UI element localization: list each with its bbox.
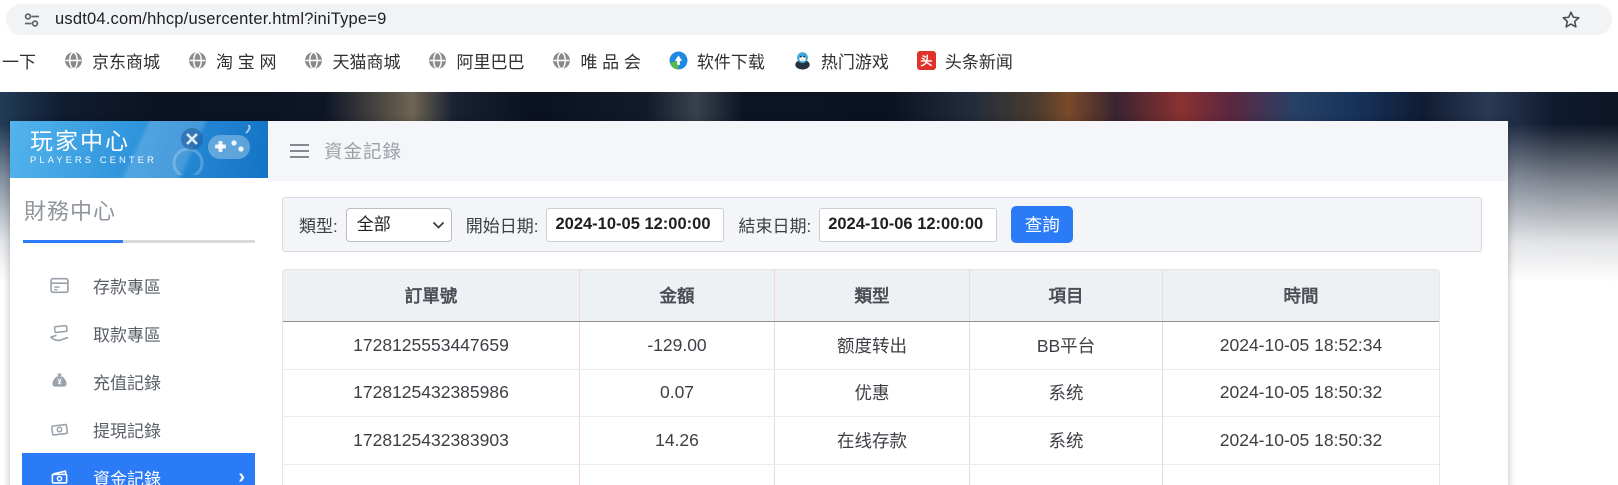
sidebar: 玩家中心 PLAYERS CENTER 財務中心 xyxy=(10,121,268,485)
cell-time: 2024-10-05 18:52:34 xyxy=(1219,334,1383,355)
bookmark-label: 阿里巴巴 xyxy=(456,52,525,72)
sidebar-item-recharge-records[interactable]: ¥ 充值記錄 xyxy=(22,357,255,405)
sidebar-item-label: 資金記錄 xyxy=(93,469,161,485)
cell-project: 系统 xyxy=(970,417,1163,464)
money-bag-icon: ¥ xyxy=(52,373,67,387)
main-header: 資金記錄 xyxy=(268,121,1508,181)
content-container: 玩家中心 PLAYERS CENTER 財務中心 xyxy=(10,121,1508,485)
page-title: 資金記錄 xyxy=(324,141,403,162)
bookmark-item[interactable]: 一下 xyxy=(0,48,50,73)
header-project: 項目 xyxy=(970,270,1163,321)
bookmark-star-icon[interactable] xyxy=(1560,9,1582,31)
globe-icon xyxy=(64,51,83,70)
toutiao-news-icon: 头 xyxy=(916,50,936,70)
header-amount: 金額 xyxy=(580,270,775,321)
sidebar-menu: 存款專區 取款專區 ¥ 充值記錄 xyxy=(22,261,255,485)
sidebar-item-withdrawal-records[interactable]: 提現記錄 xyxy=(22,405,255,453)
table-row: 1728125432385986 0.07 优惠 系统 2024-10-05 1… xyxy=(283,369,1439,417)
cell-project: 系统 xyxy=(970,369,1163,416)
penguin-games-icon xyxy=(793,51,812,70)
bookmark-label: 京东商城 xyxy=(92,52,160,72)
cell-type: 在线存款 xyxy=(775,417,970,464)
cell-type: 额度转出 xyxy=(775,322,970,369)
cell-time: 2024-10-05 18:50:32 xyxy=(1219,429,1383,450)
sidebar-item-label: 提現記錄 xyxy=(93,421,161,441)
header-order-id: 訂單號 xyxy=(283,270,580,321)
bookmark-item[interactable]: 热门游戏 xyxy=(779,48,903,73)
chevron-right-icon: › xyxy=(238,466,245,485)
software-download-icon xyxy=(669,51,688,70)
bookmark-label: 头条新闻 xyxy=(944,52,1013,72)
cell-amount: 0.07 xyxy=(580,369,775,416)
header-time: 時間 xyxy=(1283,286,1319,306)
bookmark-label: 淘 宝 网 xyxy=(216,52,277,72)
gamepad-icon xyxy=(172,125,251,175)
cell-type: 优惠 xyxy=(775,369,970,416)
filter-panel: 類型: 全部 開始日期: 結束日期: 查詢 xyxy=(282,197,1482,252)
bookmark-label: 一下 xyxy=(2,52,36,72)
url-text[interactable]: usdt04.com/hhcp/usercenter.html?iniType=… xyxy=(55,10,387,28)
hand-money-icon xyxy=(50,324,69,341)
bookmark-label: 天猫商城 xyxy=(332,52,401,72)
bookmarks-bar: 一下 京东商城 淘 宝 网 天猫商城 阿里巴巴 xyxy=(0,35,1618,85)
page-viewport: 玩家中心 PLAYERS CENTER 財務中心 xyxy=(0,92,1618,485)
browser-chrome: usdt04.com/hhcp/usercenter.html?iniType=… xyxy=(0,4,1618,92)
type-select-wrap: 全部 xyxy=(345,207,452,242)
cell-amount: -129.00 xyxy=(580,322,775,369)
players-center-banner: 玩家中心 PLAYERS CENTER xyxy=(10,121,268,178)
bookmark-item[interactable]: 淘 宝 网 xyxy=(174,48,290,73)
table-row: 1728125432383903 14.26 在线存款 系统 2024-10-0… xyxy=(283,417,1439,465)
deposit-card-icon xyxy=(50,277,69,293)
sidebar-item-label: 存款專區 xyxy=(93,277,161,297)
globe-icon xyxy=(552,51,571,70)
sidebar-item-label: 取款專區 xyxy=(93,325,161,345)
globe-icon xyxy=(188,51,207,70)
bookmark-item[interactable]: 头 头条新闻 xyxy=(903,48,1027,73)
table-header-row: 訂單號 金額 類型 項目 時間 xyxy=(283,270,1439,322)
site-settings-icon[interactable] xyxy=(22,10,42,30)
bookmark-item[interactable]: 京东商城 xyxy=(50,48,174,73)
svg-text:¥: ¥ xyxy=(57,377,62,386)
cell-order-id: 1728125553447659 xyxy=(283,322,580,369)
main-area: 資金記錄 類型: 全部 開始日期: 結束日期: 查詢 訂單號 xyxy=(268,121,1508,485)
start-date-input[interactable] xyxy=(546,207,725,242)
bookmark-label: 软件下载 xyxy=(696,52,765,72)
sidebar-item-funds-records[interactable]: 資金記錄 › xyxy=(22,453,255,485)
bookmark-item[interactable]: 软件下载 xyxy=(655,48,779,73)
cell-amount: 14.26 xyxy=(580,417,775,464)
bookmark-label: 唯 品 会 xyxy=(580,52,641,72)
type-label: 類型: xyxy=(299,217,338,236)
start-date-label: 開始日期: xyxy=(465,217,539,236)
end-date-input[interactable] xyxy=(819,207,998,242)
globe-icon xyxy=(304,51,323,70)
url-bar[interactable]: usdt04.com/hhcp/usercenter.html?iniType=… xyxy=(6,4,1612,35)
funds-table: 訂單號 金額 類型 項目 時間 1728125553447659 -129.00… xyxy=(282,269,1440,485)
menu-toggle-icon[interactable] xyxy=(290,143,309,159)
table-row: 1728125553447659 -129.00 额度转出 BB平台 2024-… xyxy=(283,322,1439,370)
banknotes-stack-icon xyxy=(51,469,68,484)
globe-icon xyxy=(428,51,447,70)
header-type: 類型 xyxy=(775,270,970,321)
search-button[interactable]: 查詢 xyxy=(1011,206,1074,243)
sidebar-item-deposit-zone[interactable]: 存款專區 xyxy=(22,261,255,309)
end-date-label: 結束日期: xyxy=(738,217,812,236)
sidebar-item-withdraw-zone[interactable]: 取款專區 xyxy=(22,309,255,357)
sidebar-section-title: 財務中心 xyxy=(24,199,117,224)
bookmark-label: 热门游戏 xyxy=(820,52,889,72)
type-select[interactable]: 全部 xyxy=(345,207,452,242)
cell-order-id: 1728125432385986 xyxy=(283,369,580,416)
table-row-partial xyxy=(283,464,1439,485)
sidebar-item-label: 充值記錄 xyxy=(93,373,161,393)
cell-order-id: 1728125432383903 xyxy=(283,417,580,464)
bookmark-item[interactable]: 天猫商城 xyxy=(290,48,414,73)
banknote-icon xyxy=(51,423,69,436)
sidebar-section-rule xyxy=(23,240,255,243)
cell-time: 2024-10-05 18:50:32 xyxy=(1219,382,1383,403)
cell-project: BB平台 xyxy=(970,322,1163,369)
bookmark-item[interactable]: 阿里巴巴 xyxy=(414,48,538,73)
bookmark-item[interactable]: 唯 品 会 xyxy=(538,48,654,73)
